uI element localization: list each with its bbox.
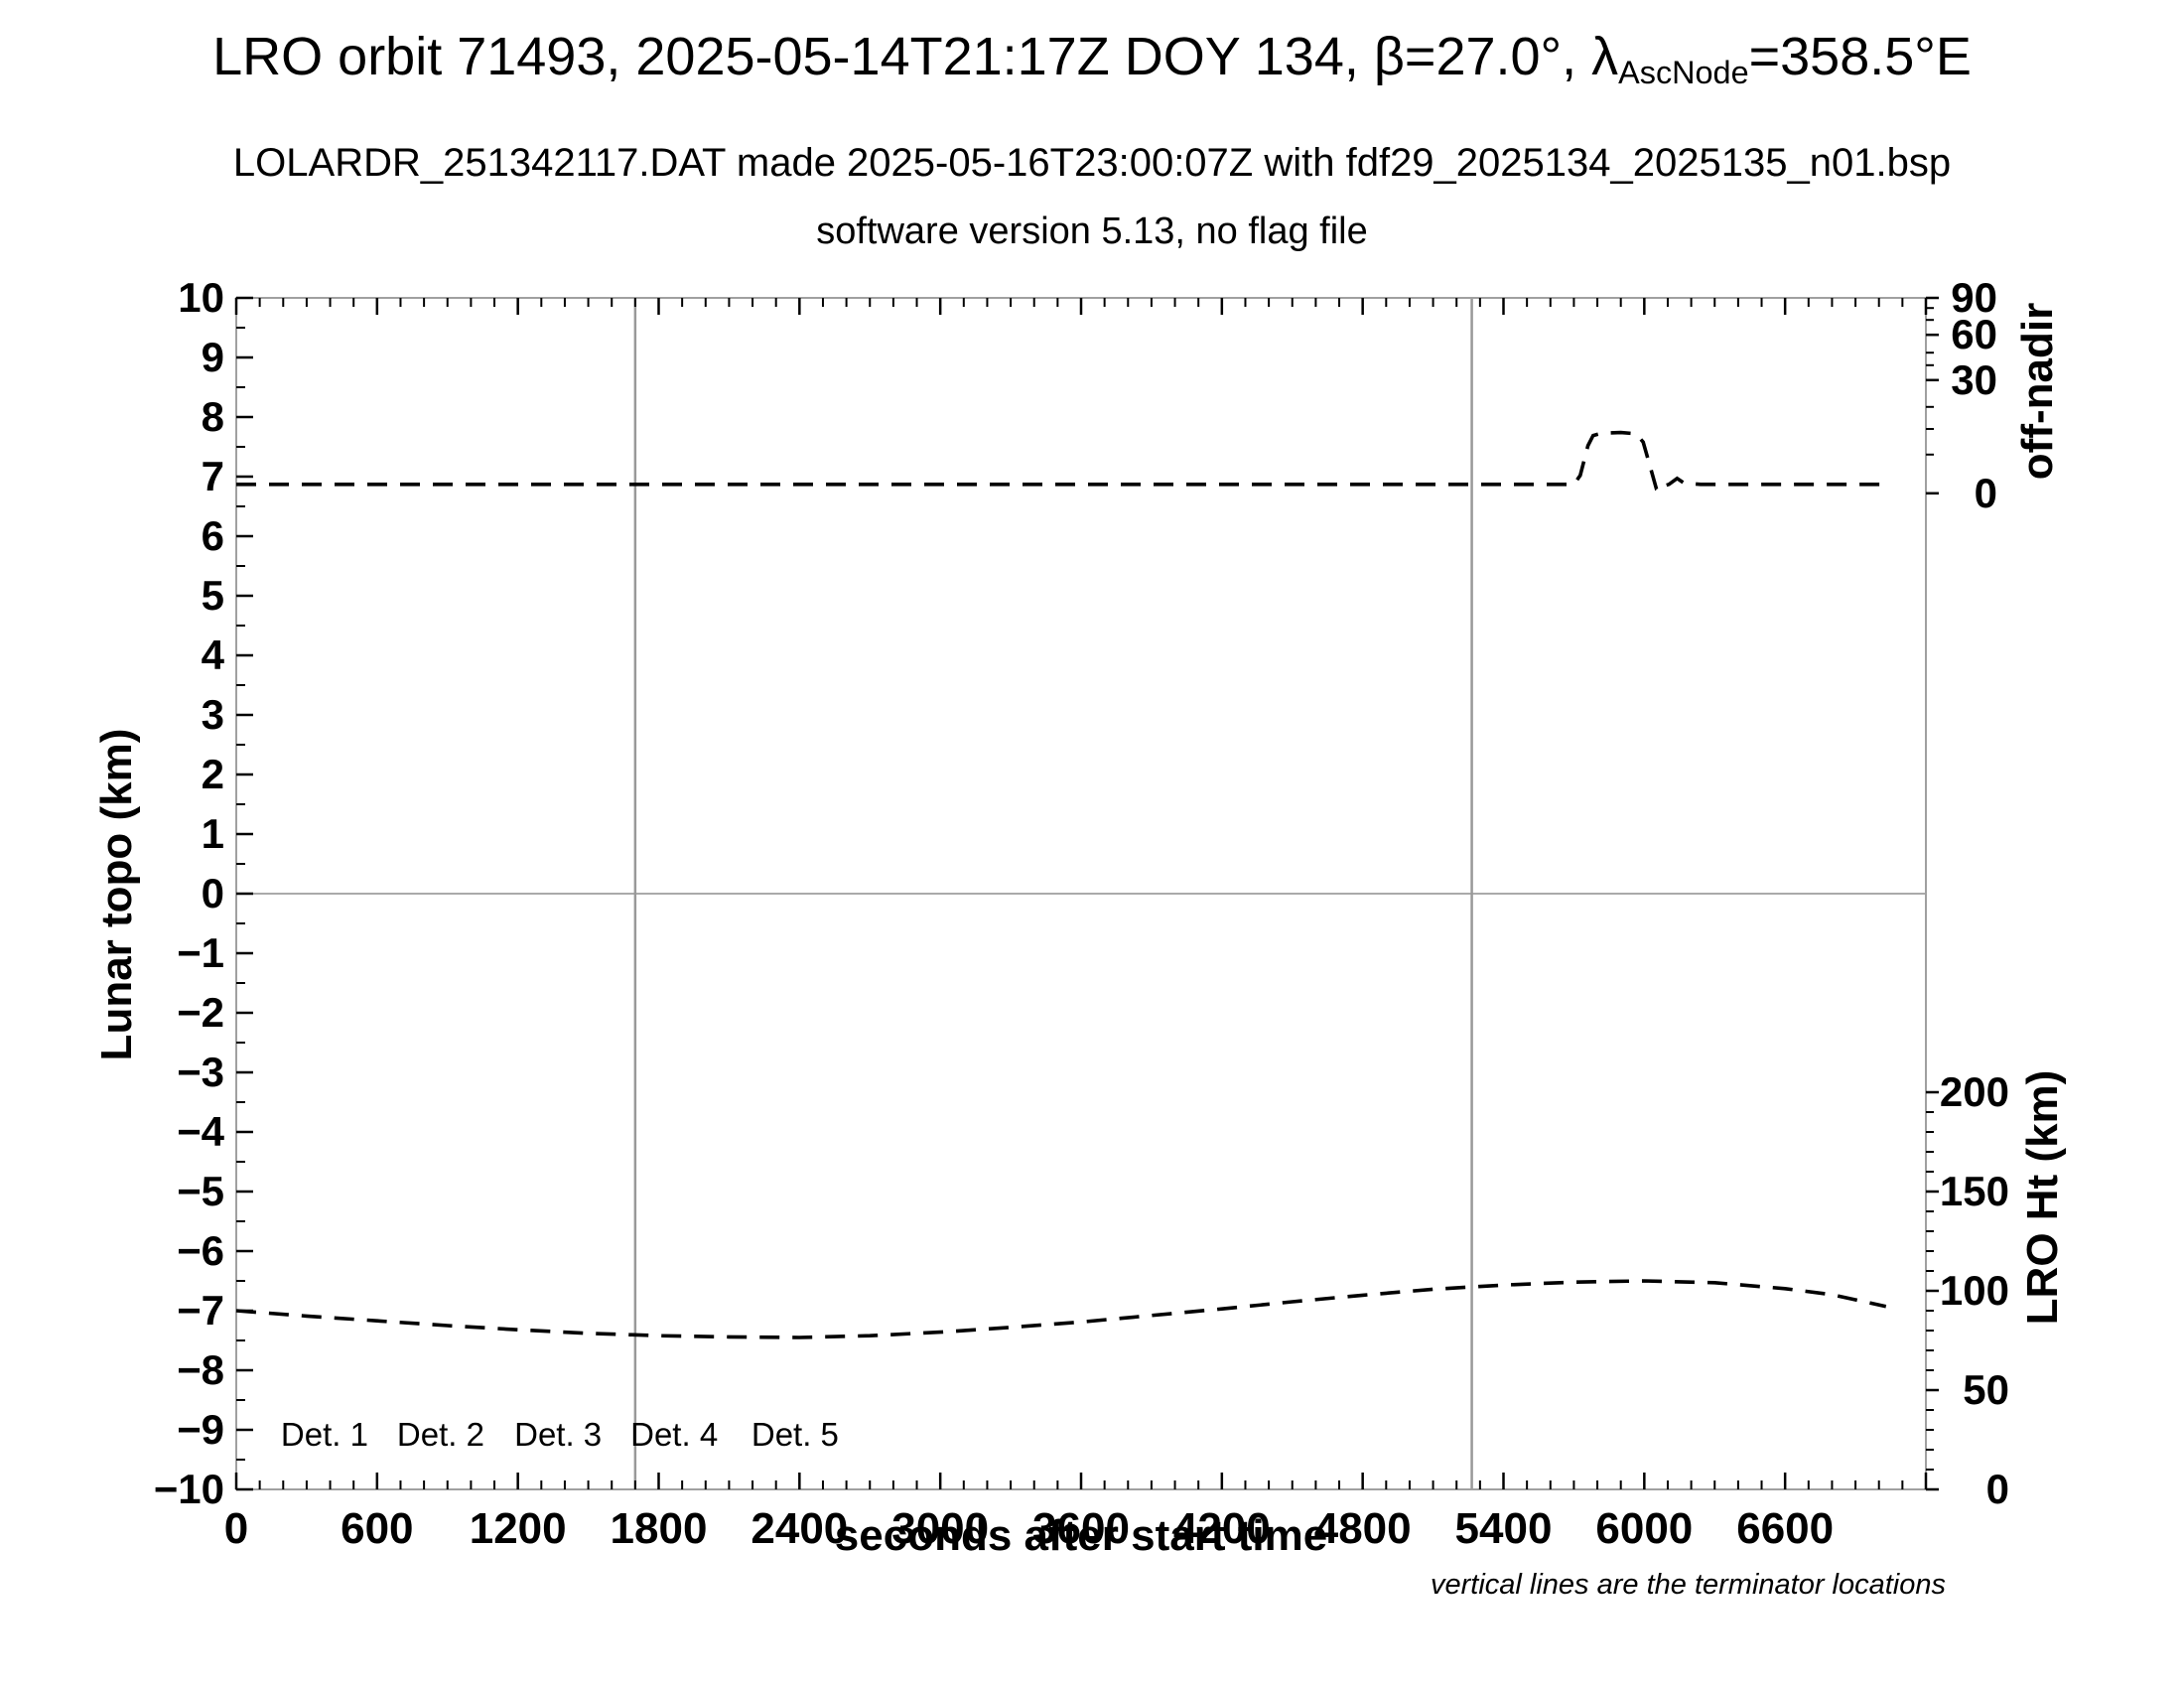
- data-curve-2: [235, 1279, 1887, 1339]
- x-tick-label: 0: [224, 1504, 248, 1553]
- x-tick-label: 6600: [1736, 1504, 1834, 1553]
- legend-item-det-2: Det. 2: [397, 1416, 484, 1453]
- y-tick-label: 10: [178, 274, 224, 321]
- legend-item-det-4: Det. 4: [630, 1416, 718, 1453]
- file-subtitle: LOLARDR_251342117.DAT made 2025-05-16T23…: [232, 141, 1952, 185]
- y-tick-label: 4: [202, 632, 225, 678]
- lroht-tick-label: 50: [1963, 1366, 2009, 1413]
- lroht-tick-label: 0: [1986, 1466, 2009, 1512]
- data-curve-1: [236, 430, 1886, 493]
- y-tick-label: 1: [202, 810, 224, 857]
- lroht-tick-label: 150: [1940, 1168, 2009, 1214]
- y-axis-label-off-nadir: off-nadir: [2013, 302, 2062, 481]
- software-version-subtitle: software version 5.13, no flag file: [816, 211, 1368, 252]
- y-tick-label: 2: [202, 751, 224, 797]
- terminator-footnote: vertical lines are the terminator locati…: [1430, 1569, 1946, 1601]
- y-tick-label: 3: [202, 691, 224, 738]
- x-tick-label: 3600: [1032, 1504, 1130, 1553]
- x-tick-label: 5400: [1455, 1504, 1553, 1553]
- y-axis-label-lro-height: LRO Ht (km): [2018, 1069, 2067, 1326]
- x-tick-label: 4200: [1173, 1504, 1271, 1553]
- offnadir-tick-label: 30: [1951, 356, 1997, 403]
- y-tick-label: 8: [202, 393, 224, 440]
- y-tick-label: 9: [202, 334, 224, 380]
- x-tick-label: 6000: [1595, 1504, 1693, 1553]
- legend-item-det-1: Det. 1: [281, 1416, 368, 1453]
- lroht-tick-label: 100: [1940, 1267, 2009, 1314]
- page-title-text: LRO orbit 71493, 2025-05-14T21:17Z DOY 1…: [212, 27, 1619, 86]
- page-title-suffix: =358.5°E: [1748, 27, 1972, 86]
- page-title-subscript: AscNode: [1618, 55, 1749, 91]
- lroht-tick-label: 200: [1940, 1068, 2009, 1115]
- x-tick-label: 4800: [1314, 1504, 1412, 1553]
- y-axis-label-lunar-topo: Lunar topo (km): [92, 728, 141, 1061]
- y-tick-label: −6: [177, 1227, 224, 1274]
- y-tick-label: −7: [177, 1287, 224, 1334]
- legend-item-det-3: Det. 3: [514, 1416, 602, 1453]
- legend-item-det-5: Det. 5: [751, 1416, 839, 1453]
- y-tick-label: −8: [177, 1346, 224, 1393]
- page-title: LRO orbit 71493, 2025-05-14T21:17Z DOY 1…: [0, 26, 2184, 91]
- y-tick-label: −4: [177, 1108, 225, 1155]
- x-tick-label: 1800: [611, 1504, 708, 1553]
- offnadir-tick-label: 0: [1975, 470, 1997, 516]
- y-tick-label: −9: [177, 1406, 224, 1453]
- y-tick-label: 0: [202, 870, 224, 916]
- y-tick-label: −2: [177, 989, 224, 1036]
- y-tick-label: 6: [202, 512, 224, 559]
- x-tick-label: 600: [341, 1504, 413, 1553]
- offnadir-tick-label: 60: [1951, 311, 1997, 357]
- y-tick-label: −5: [177, 1168, 224, 1214]
- offnadir-tick-label: 90: [1951, 274, 1997, 321]
- y-tick-label: −3: [177, 1049, 224, 1095]
- x-tick-label: 3000: [891, 1504, 989, 1553]
- y-tick-label: −10: [154, 1466, 224, 1512]
- y-tick-label: 7: [202, 453, 224, 499]
- x-tick-label: 1200: [470, 1504, 567, 1553]
- x-tick-label: 2400: [751, 1504, 848, 1553]
- y-tick-label: 5: [202, 572, 224, 619]
- y-tick-label: −1: [177, 929, 224, 976]
- x-axis-label: seconds after start time: [834, 1511, 1328, 1560]
